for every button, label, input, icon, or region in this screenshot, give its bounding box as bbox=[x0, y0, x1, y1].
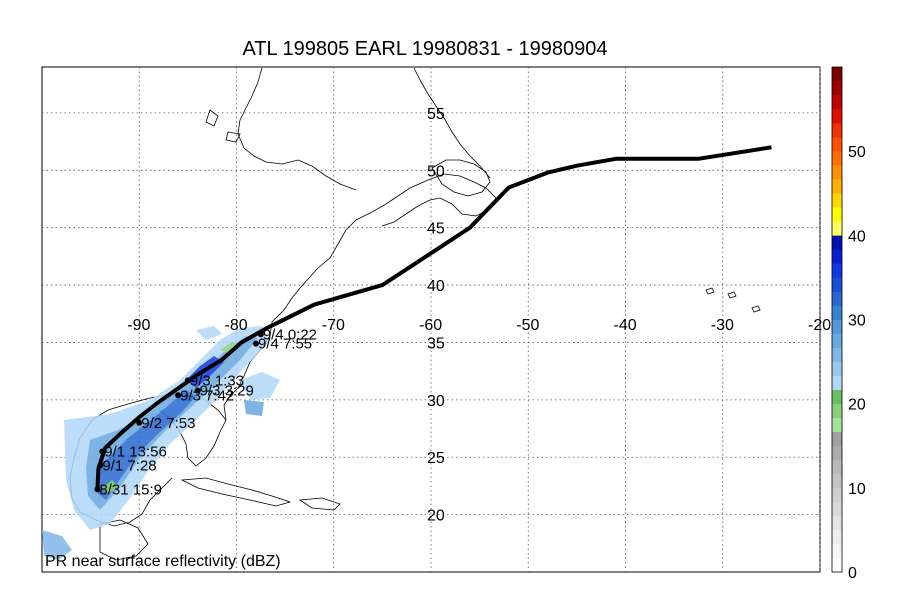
colorbar-swatch bbox=[832, 515, 842, 531]
track-point bbox=[194, 387, 201, 394]
track-point bbox=[257, 331, 264, 338]
track-point bbox=[184, 377, 191, 384]
track-line bbox=[95, 145, 772, 490]
lon-tick-label: -90 bbox=[127, 317, 150, 334]
track-point bbox=[94, 486, 101, 493]
track-point bbox=[136, 419, 143, 426]
colorbar-swatch bbox=[832, 165, 842, 180]
track-time-label: 9/3 7:42 bbox=[180, 387, 234, 404]
track-time-label: 9/2 7:53 bbox=[141, 415, 195, 432]
axis-labels: -90 -80 -70 -60 -50 -40 -30 -20 20 25 30 35 40 45 50 55 bbox=[127, 106, 831, 525]
colorbar-swatch bbox=[832, 277, 842, 292]
colorbar-swatch bbox=[832, 221, 842, 236]
track-time-label: 9/1 7:28 bbox=[102, 457, 156, 474]
track-time-label: 9/3 1:33 bbox=[190, 372, 244, 389]
colorbar-swatch bbox=[832, 305, 842, 320]
reflectivity-swath bbox=[42, 326, 280, 560]
colorbar-tick-label: 30 bbox=[848, 313, 866, 330]
lat-tick-label: 30 bbox=[427, 393, 445, 410]
track-time-label: 9/3 3:29 bbox=[200, 383, 254, 400]
colorbar-swatch bbox=[832, 361, 842, 376]
colorbar-ticks: 0 10 20 30 40 50 bbox=[848, 144, 866, 582]
lat-tick-label: 20 bbox=[427, 508, 445, 525]
colorbar-swatch bbox=[832, 557, 842, 573]
colorbar-swatch bbox=[832, 123, 842, 138]
colorbar-swatch bbox=[832, 249, 842, 264]
colorbar-frame bbox=[831, 66, 843, 573]
colorbar-swatch bbox=[832, 501, 842, 517]
lat-tick-label: 40 bbox=[427, 278, 445, 295]
colorbar-swatch bbox=[832, 459, 842, 475]
colorbar-swatch bbox=[832, 151, 842, 166]
track-time-label: 9/1 13:56 bbox=[104, 443, 167, 460]
colorbar-swatch bbox=[832, 543, 842, 559]
lat-tick-label: 55 bbox=[427, 106, 445, 123]
colorbar-swatch bbox=[832, 193, 842, 208]
colorbar-swatch bbox=[832, 417, 842, 433]
colorbar-tick-label: 40 bbox=[848, 228, 866, 245]
colorbar-tick-label: 20 bbox=[848, 397, 866, 414]
colorbar-swatch bbox=[832, 109, 842, 124]
colorbar-swatch bbox=[832, 333, 842, 348]
track-labels: 8/31 15:9 9/1 7:289/1 13:56 9/2 7:53 9/3 1:… bbox=[94, 326, 317, 498]
colorbar-swatch bbox=[832, 95, 842, 110]
lat-tick-label: 50 bbox=[427, 163, 445, 180]
colorbar-swatch bbox=[832, 375, 842, 390]
colorbar-swatches bbox=[832, 67, 842, 573]
storm-track bbox=[95, 145, 772, 490]
colorbar-swatch bbox=[832, 473, 842, 489]
colorbar-swatch bbox=[832, 235, 842, 250]
colorbar-tick-label: 0 bbox=[848, 565, 857, 582]
track-point bbox=[99, 448, 106, 455]
colorbar-swatch bbox=[832, 389, 842, 404]
lat-tick-label: 45 bbox=[427, 221, 445, 238]
lat-tick-label: 25 bbox=[427, 450, 445, 467]
colorbar-swatch bbox=[832, 319, 842, 334]
lon-tick-label: -30 bbox=[711, 317, 734, 334]
lon-tick-label: -40 bbox=[614, 317, 637, 334]
track-time-label: 8/31 15:9 bbox=[99, 481, 162, 498]
track-point bbox=[97, 462, 104, 469]
colorbar-swatch bbox=[832, 403, 842, 418]
colorbar-swatch bbox=[832, 179, 842, 194]
reflectivity-caption: PR near surface reflectivity (dBZ) bbox=[45, 553, 281, 570]
map-grid bbox=[42, 67, 821, 572]
colorbar-tick-label: 50 bbox=[848, 144, 866, 161]
lon-tick-label: -60 bbox=[419, 317, 442, 334]
lon-tick-label: -20 bbox=[808, 317, 831, 334]
colorbar-swatch bbox=[832, 291, 842, 306]
colorbar-tick-label: 10 bbox=[848, 481, 866, 498]
colorbar-swatch bbox=[832, 487, 842, 503]
colorbar-swatch bbox=[832, 81, 842, 96]
colorbar-swatch bbox=[832, 431, 842, 447]
colorbar-swatch bbox=[832, 67, 842, 82]
lon-tick-label: -80 bbox=[225, 317, 248, 334]
map-title: ATL 199805 EARL 19980831 - 19980904 bbox=[242, 38, 608, 60]
lat-tick-label: 35 bbox=[427, 335, 445, 352]
track-point bbox=[252, 340, 259, 347]
colorbar-swatch bbox=[832, 529, 842, 545]
track-point bbox=[175, 392, 182, 399]
colorbar-swatch bbox=[832, 347, 842, 362]
colorbar-swatch bbox=[832, 263, 842, 278]
track-time-label: 9/4 7:55 bbox=[258, 336, 312, 353]
track-time-label: 9/4 0:22 bbox=[263, 326, 317, 343]
colorbar-swatch bbox=[832, 207, 842, 222]
lon-tick-label: -70 bbox=[322, 317, 345, 334]
lon-tick-label: -50 bbox=[516, 317, 539, 334]
colorbar-swatch bbox=[832, 445, 842, 461]
colorbar-swatch bbox=[832, 137, 842, 152]
